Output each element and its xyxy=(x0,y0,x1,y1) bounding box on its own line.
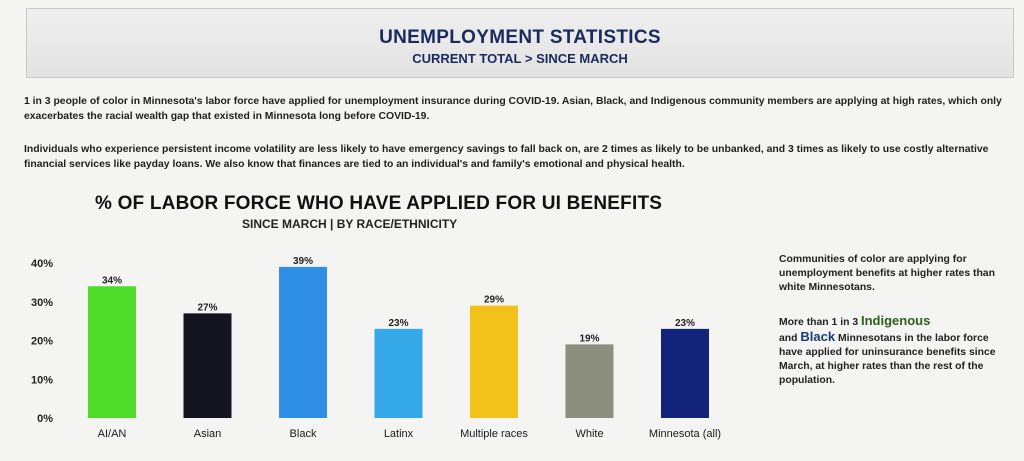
page-title: UNEMPLOYMENT STATISTICS xyxy=(379,27,661,48)
bar-chart: 0% 10% 20% 30% 40% 34% AI/AN 27% Asian 39% Black 23… xyxy=(31,256,721,440)
header-box: UNEMPLOYMENT STATISTICS CURRENT TOTAL > … xyxy=(26,8,1014,78)
data-label: 19% xyxy=(579,333,599,344)
y-tick-label: 30% xyxy=(31,297,53,309)
bar xyxy=(374,328,423,418)
note-suffix: Minnesotans in the labor force have appl… xyxy=(779,333,996,386)
x-tick-label: White xyxy=(575,428,603,440)
note-and: and xyxy=(779,333,798,344)
highlight-indigenous: Indigenous xyxy=(861,313,931,328)
y-tick-label: 10% xyxy=(31,374,53,386)
x-tick-label: Black xyxy=(290,428,317,440)
context-paragraph: Individuals who experience persistent in… xyxy=(24,144,989,170)
y-tick-label: 40% xyxy=(31,258,53,270)
y-tick-label: 0% xyxy=(37,413,53,425)
note-prefix: More than 1 in 3 xyxy=(779,317,859,328)
data-label: 27% xyxy=(197,302,217,313)
y-tick-label: 20% xyxy=(31,336,53,348)
chart-title: % OF LABOR FORCE WHO HAVE APPLIED FOR UI… xyxy=(95,193,663,214)
page-subtitle: CURRENT TOTAL > SINCE MARCH xyxy=(412,51,628,66)
bar xyxy=(183,313,232,418)
data-label: 39% xyxy=(293,256,313,267)
side-note-1: Communities of color are applying for un… xyxy=(779,254,995,293)
bar xyxy=(88,286,136,418)
side-note-2: More than 1 in 3 Indigenous and Black Mi… xyxy=(779,314,999,388)
x-tick-label: Asian xyxy=(194,428,222,440)
x-tick-label: Multiple races xyxy=(460,428,528,440)
x-tick-label: Latinx xyxy=(384,428,414,440)
bar xyxy=(661,328,709,418)
data-label: 29% xyxy=(484,295,504,306)
highlight-black: Black xyxy=(800,329,836,344)
bar xyxy=(470,305,518,418)
data-label: 34% xyxy=(102,275,122,286)
bar xyxy=(279,266,327,418)
chart-subtitle: SINCE MARCH | BY RACE/ETHNICITY xyxy=(242,217,458,231)
data-label: 23% xyxy=(388,318,408,329)
bar xyxy=(565,344,614,418)
data-label: 23% xyxy=(675,318,695,329)
x-tick-label: Minnesota (all) xyxy=(649,428,721,440)
intro-paragraph: 1 in 3 people of color in Minnesota's la… xyxy=(24,96,1002,122)
x-tick-label: AI/AN xyxy=(98,428,127,440)
